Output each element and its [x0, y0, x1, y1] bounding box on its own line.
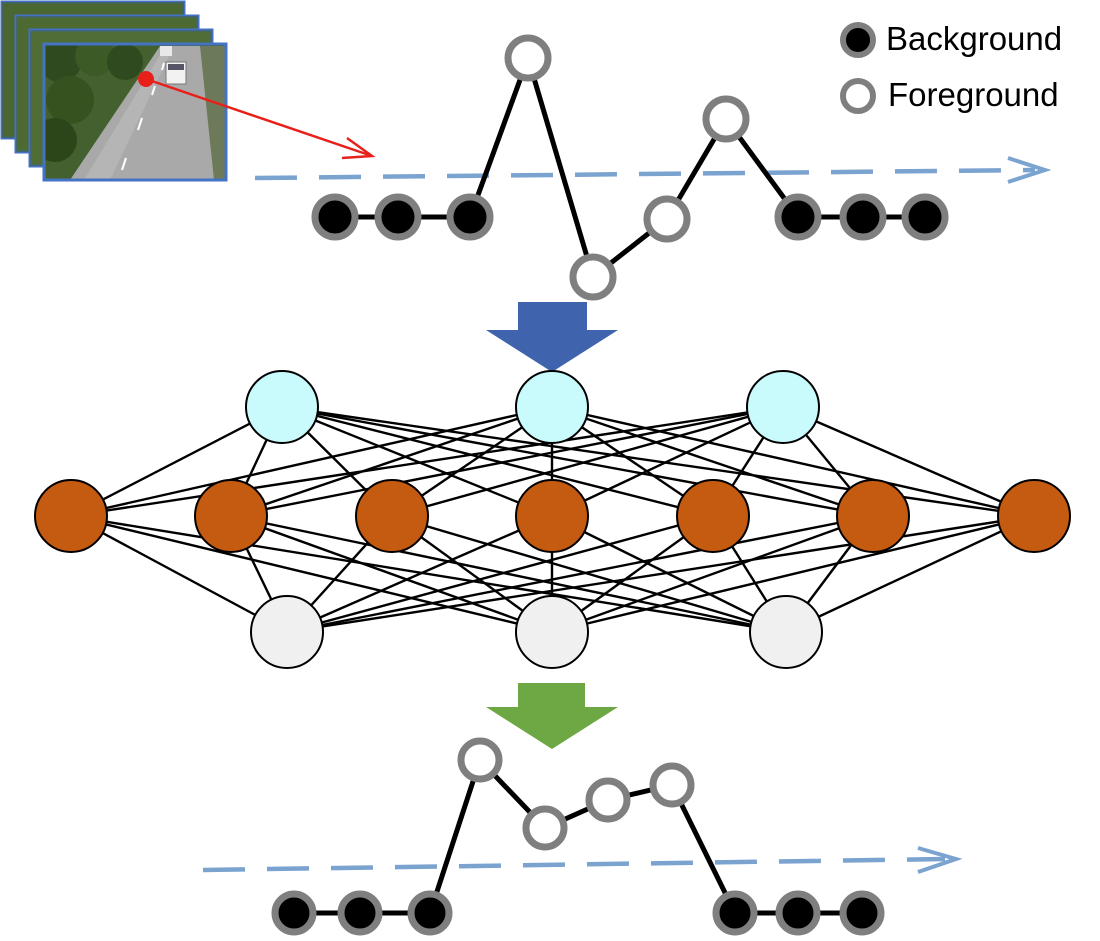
- output-node-foreground: [522, 805, 568, 851]
- network-hidden-node: [836, 479, 910, 553]
- network-connection: [551, 514, 1035, 634]
- network-connection: [230, 405, 784, 518]
- output-node-foreground: [585, 777, 631, 823]
- output-node-background: [712, 890, 758, 936]
- network-connection: [281, 405, 714, 518]
- input-node-background: [774, 193, 822, 241]
- output-node-foreground: [457, 737, 503, 783]
- network-connections: [70, 405, 1035, 634]
- network-connection: [391, 405, 784, 518]
- network-connection: [551, 405, 1035, 518]
- network-connection: [286, 514, 553, 634]
- blue-down-arrow-icon: [486, 302, 618, 372]
- network-output-layer: [250, 595, 823, 669]
- network-connection: [785, 514, 1035, 634]
- network-connection: [551, 405, 874, 518]
- output-node-background: [337, 890, 383, 936]
- network-input-layer: [245, 370, 820, 444]
- network-hidden-node: [997, 479, 1071, 553]
- network-connection: [286, 514, 874, 634]
- network-hidden-node: [34, 479, 108, 553]
- network-connection: [286, 514, 1035, 634]
- network-output-node: [749, 595, 823, 669]
- output-node-background: [775, 890, 821, 936]
- network-connection: [70, 514, 787, 634]
- network-hidden-node: [194, 479, 268, 553]
- network-connection: [70, 514, 288, 634]
- input-temporal-sequence: [254, 34, 1052, 301]
- output-timeline-arrowhead: [917, 846, 963, 874]
- network-connection: [230, 514, 787, 634]
- pixel-pointer-arrowhead: [341, 136, 376, 160]
- network-connection: [281, 405, 874, 518]
- input-node-background: [901, 193, 949, 241]
- network-connection: [70, 405, 784, 518]
- video-frame-stack-icon: [0, 0, 376, 182]
- network-connection: [391, 514, 787, 634]
- output-sequence-path: [294, 755, 862, 916]
- network-connection: [551, 514, 787, 634]
- network-input-node: [245, 370, 319, 444]
- legend-background-swatch: [840, 22, 876, 58]
- network-hidden-node: [355, 479, 429, 553]
- input-node-foreground: [504, 34, 552, 82]
- output-timeline-dashed: [202, 856, 946, 873]
- input-timeline-arrowhead: [1007, 156, 1052, 184]
- network-output-node: [250, 595, 324, 669]
- output-node-background: [407, 890, 453, 936]
- input-node-background: [374, 193, 422, 241]
- input-node-background: [311, 193, 359, 241]
- network-connection: [230, 405, 553, 518]
- network-connection: [70, 405, 553, 518]
- network-input-node: [746, 370, 820, 444]
- input-timeline-dashed: [254, 167, 1036, 181]
- output-node-background: [839, 890, 885, 936]
- legend-background-label: Background: [886, 20, 1062, 57]
- network-connection: [70, 405, 283, 518]
- network-connection: [782, 405, 1035, 518]
- selected-pixel-marker: [138, 71, 154, 87]
- network-connection: [281, 405, 1035, 518]
- legend-foreground-label: Foreground: [888, 76, 1059, 113]
- network-hidden-node: [676, 479, 750, 553]
- network-input-node: [515, 370, 589, 444]
- green-down-arrow-icon: [486, 683, 618, 749]
- network-hidden-node: [515, 479, 589, 553]
- network-connection: [230, 514, 553, 634]
- input-sequence-path: [335, 50, 925, 282]
- input-node-foreground: [643, 195, 691, 243]
- video-frame-front: [42, 42, 228, 182]
- network-connection: [286, 514, 714, 634]
- network-output-node: [515, 595, 589, 669]
- legend-foreground-swatch: [840, 78, 876, 114]
- legend: Background Foreground: [840, 20, 1062, 114]
- output-temporal-sequence: [202, 737, 963, 936]
- input-node-foreground: [569, 253, 617, 301]
- network-connection: [70, 514, 553, 634]
- output-node-background: [271, 890, 317, 936]
- output-node-foreground: [649, 762, 695, 808]
- neural-network: [34, 370, 1071, 669]
- pixel-pointer-arrow: [145, 77, 373, 158]
- network-connection: [551, 514, 874, 634]
- network-hidden-layer: [34, 479, 1071, 553]
- input-node-background: [446, 193, 494, 241]
- network-connection: [551, 405, 784, 518]
- network-connection: [281, 405, 553, 518]
- input-node-foreground: [702, 95, 750, 143]
- input-node-background: [839, 193, 887, 241]
